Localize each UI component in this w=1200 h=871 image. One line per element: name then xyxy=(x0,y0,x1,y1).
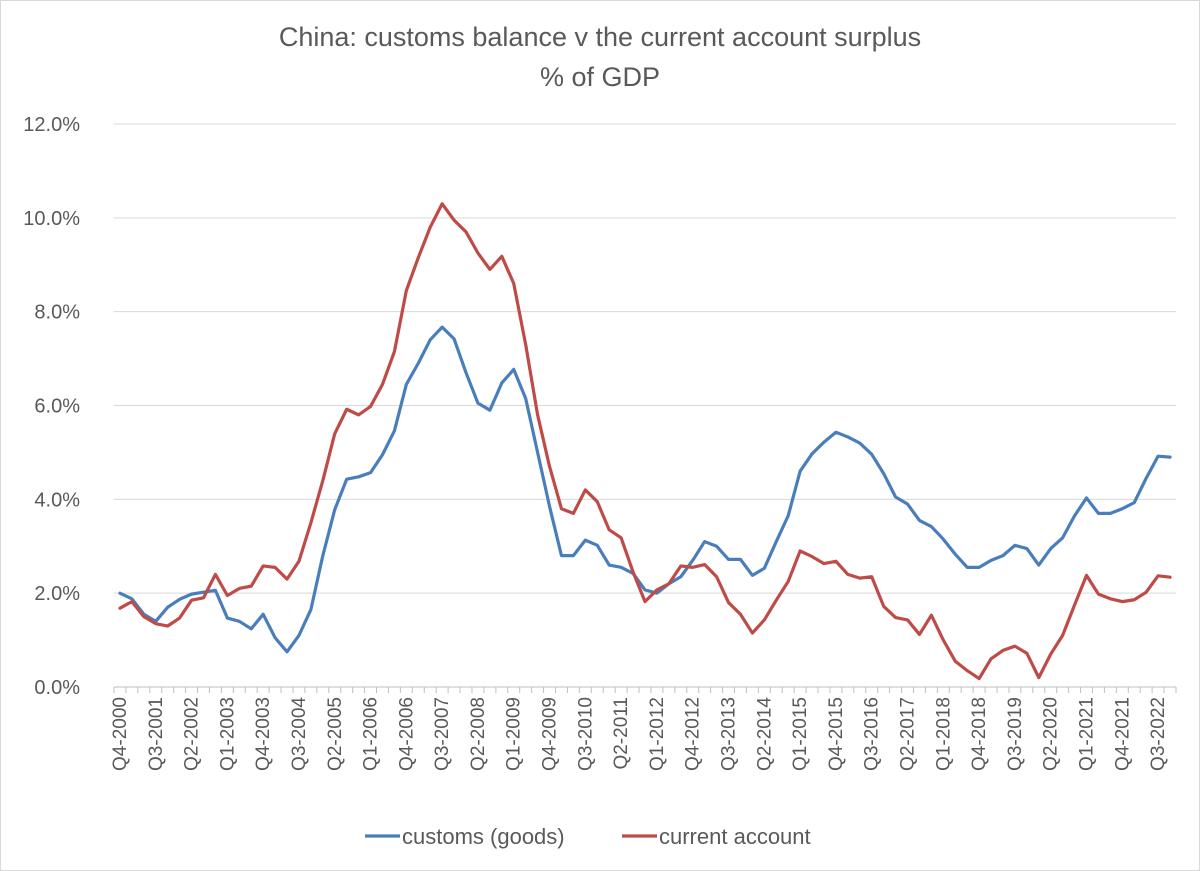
x-tick-label: Q1-2021 xyxy=(1077,697,1098,771)
legend: customs (goods) current account xyxy=(365,824,811,849)
x-tick-label: Q3-2007 xyxy=(432,697,453,771)
x-tick-label: Q2-2017 xyxy=(898,697,919,771)
x-tick-label: Q2-2020 xyxy=(1041,697,1062,771)
y-tick-label: 12.0% xyxy=(23,114,80,136)
chart-subtitle: % of GDP xyxy=(540,62,660,92)
plot-area xyxy=(118,202,1172,681)
x-tick-label: Q3-2001 xyxy=(146,697,167,771)
x-tick-label: Q2-2002 xyxy=(182,697,203,771)
x-tick-label: Q2-2005 xyxy=(325,697,346,771)
y-tick-label: 0.0% xyxy=(34,677,80,699)
series-line-current-account xyxy=(118,202,1172,681)
x-tick-label: Q1-2006 xyxy=(361,697,382,771)
y-axis: 0.0% 2.0% 4.0% 6.0% 8.0% 10.0% 12.0% xyxy=(23,114,80,699)
y-tick-label: 4.0% xyxy=(34,489,80,511)
x-tick-label: Q4-2021 xyxy=(1112,697,1133,771)
series-line-customs xyxy=(118,325,1172,654)
x-tick-label: Q4-2012 xyxy=(683,697,704,771)
legend-label: customs (goods) xyxy=(402,824,565,849)
y-tick-label: 6.0% xyxy=(34,396,80,418)
x-tick-label: Q2-2008 xyxy=(468,697,489,771)
x-tick-label: Q4-2003 xyxy=(253,697,274,771)
x-tick-label: Q3-2010 xyxy=(575,697,596,771)
x-tick-label: Q3-2016 xyxy=(862,697,883,771)
x-tick-label: Q1-2003 xyxy=(217,697,238,771)
x-tick-label: Q4-2006 xyxy=(396,697,417,771)
x-tick-label: Q4-2009 xyxy=(540,697,561,771)
x-tick-label: Q1-2009 xyxy=(504,697,525,771)
x-tick-label: Q3-2019 xyxy=(1005,697,1026,771)
x-tick-label: Q4-2000 xyxy=(110,697,131,771)
x-tick-label: Q2-2011 xyxy=(611,697,632,770)
x-tick-label: Q3-2013 xyxy=(719,697,740,771)
y-tick-label: 2.0% xyxy=(34,583,80,605)
x-tick-label: Q1-2018 xyxy=(933,697,954,771)
chart-title: China: customs balance v the current acc… xyxy=(279,22,921,52)
gridlines xyxy=(114,123,1176,594)
x-tick-label: Q4-2015 xyxy=(826,697,847,771)
x-tick-label: Q4-2018 xyxy=(969,697,990,771)
y-tick-label: 10.0% xyxy=(23,208,80,230)
x-tick-label: Q1-2015 xyxy=(790,697,811,771)
x-axis: Q4-2000 Q3-2001 Q2-2002 Q1-2003 Q4-2003 Q3-20… xyxy=(110,686,1177,771)
x-tick-label: Q1-2012 xyxy=(647,697,668,771)
x-tick-label: Q2-2014 xyxy=(754,697,775,771)
y-tick-label: 8.0% xyxy=(34,302,80,324)
x-tick-label: Q3-2004 xyxy=(289,697,310,771)
legend-label: current account xyxy=(659,824,811,849)
x-tick-label: Q3-2022 xyxy=(1148,697,1169,771)
